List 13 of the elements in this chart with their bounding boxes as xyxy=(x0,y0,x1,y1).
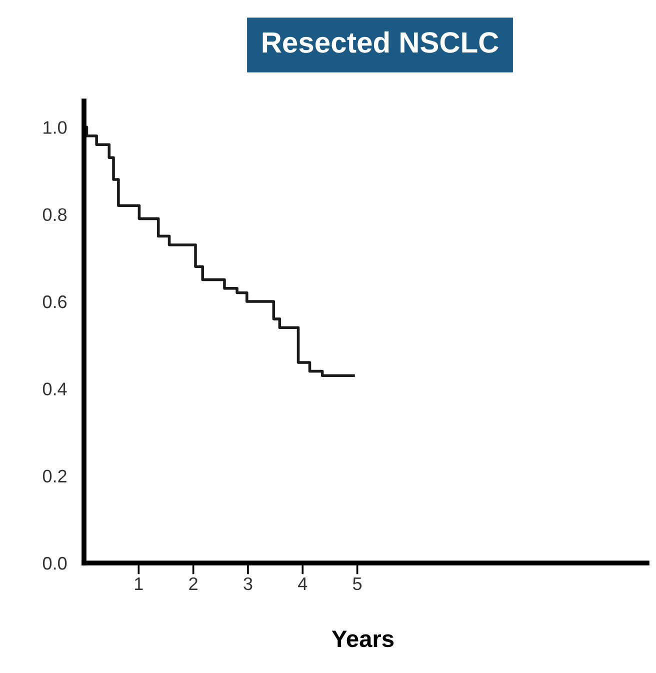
y-tick-label: 0.8 xyxy=(42,208,67,222)
y-tick-label: 0.4 xyxy=(42,382,67,396)
y-tick-label: 0.0 xyxy=(42,556,67,570)
x-tick-label: 2 xyxy=(189,577,198,590)
x-tick-label: 3 xyxy=(244,577,252,590)
chart-title: Resected NSCLC xyxy=(262,31,498,53)
x-tick-label: 4 xyxy=(298,578,308,590)
x-tick-label: 1 xyxy=(135,578,143,590)
y-tick-label: 1.0 xyxy=(44,121,67,134)
y-tick-label: 0.2 xyxy=(42,470,66,483)
x-axis-title: Years xyxy=(332,630,394,648)
x-tick-label: 5 xyxy=(353,578,362,590)
y-tick-label: 0.6 xyxy=(42,295,67,308)
